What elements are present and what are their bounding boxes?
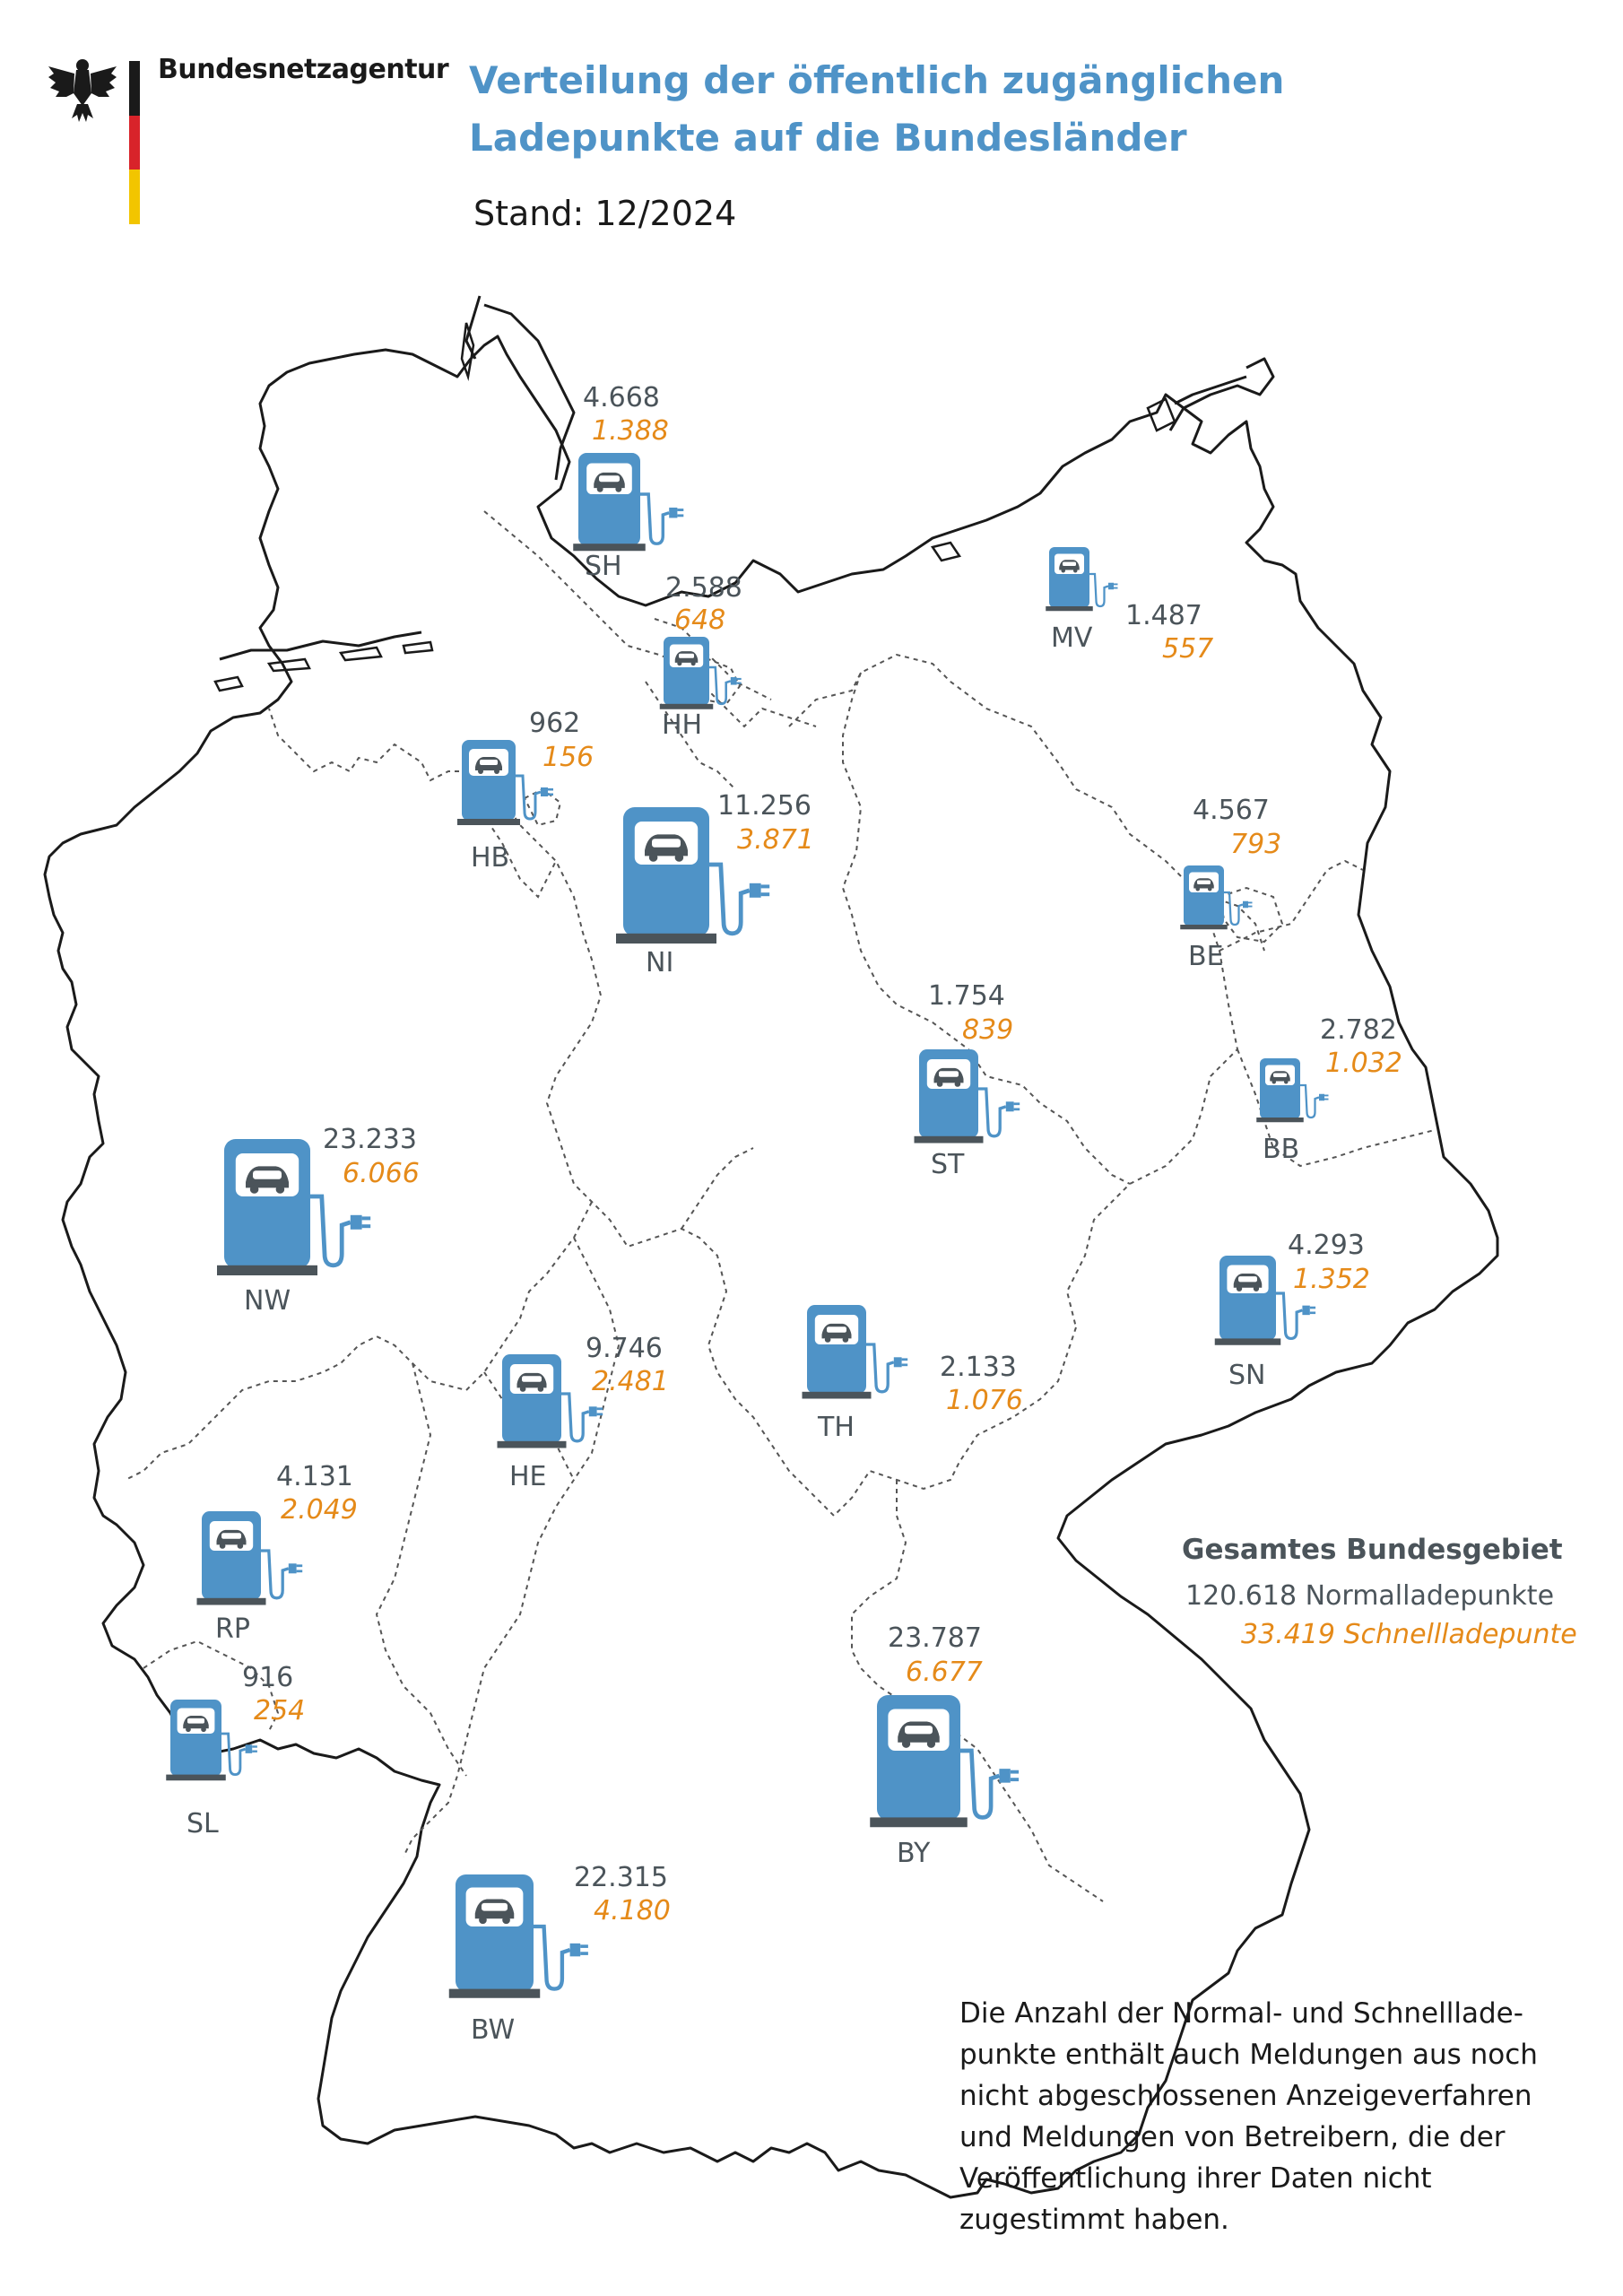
- state-borders: [125, 510, 1436, 1902]
- ev-charging-station-icon: [448, 1874, 588, 1998]
- ev-charging-station-icon: [457, 740, 553, 825]
- state-fast-count-sn: 1.352: [1293, 1264, 1370, 1295]
- german-flag-bar: [129, 61, 140, 225]
- state-fast-count-bw: 4.180: [594, 1895, 671, 1926]
- footnote-line: Veröffentlichung ihrer Daten nicht: [959, 2162, 1432, 2195]
- ev-charging-station-icon: [659, 637, 742, 709]
- state-abbr-nw: NW: [244, 1285, 291, 1317]
- total-normal: 120.618 Normalladepunkte: [1185, 1580, 1555, 1612]
- state-normal-count-sl: 916: [242, 1662, 294, 1693]
- state-normal-count-hh: 2.588: [665, 572, 742, 604]
- state-abbr-st: ST: [931, 1149, 965, 1180]
- state-fast-count-bb: 1.032: [1325, 1048, 1402, 1079]
- state-fast-count-sh: 1.388: [592, 415, 669, 447]
- state-normal-count-by: 23.787: [888, 1622, 982, 1654]
- state-normal-count-rp: 4.131: [276, 1461, 353, 1492]
- state-abbr-be: BE: [1188, 941, 1224, 972]
- state-abbr-sn: SN: [1228, 1360, 1266, 1391]
- state-fast-count-nw: 6.066: [343, 1158, 420, 1189]
- federal-eagle-icon: [48, 59, 117, 122]
- state-normal-count-sh: 4.668: [583, 382, 660, 413]
- state-abbr-mv: MV: [1051, 622, 1093, 654]
- state-fast-count-st: 839: [962, 1014, 1014, 1046]
- title-line-2: Ladepunkte auf die Bundesländer: [469, 116, 1187, 160]
- ev-charging-station-icon: [1214, 1256, 1316, 1345]
- ev-charging-station-icon: [616, 807, 770, 944]
- berlin-region: [1218, 886, 1284, 944]
- bremen-region: [523, 787, 562, 827]
- title-line-1: Verteilung der öffentlich zugänglichen: [469, 58, 1285, 102]
- eagle-logo: [47, 54, 118, 126]
- state-fast-count-th: 1.076: [946, 1385, 1023, 1416]
- state-fast-count-he: 2.481: [592, 1366, 669, 1397]
- ev-charging-station-icon: [802, 1305, 908, 1399]
- ev-charging-station-icon: [870, 1695, 1020, 1828]
- state-fast-count-mv: 557: [1162, 633, 1214, 665]
- state-fast-count-be: 793: [1230, 829, 1282, 860]
- state-normal-count-nw: 23.233: [323, 1124, 417, 1155]
- state-normal-count-bb: 2.782: [1320, 1014, 1397, 1046]
- ev-charging-station-icon: [166, 1700, 257, 1781]
- state-normal-count-sn: 4.293: [1288, 1230, 1365, 1261]
- footnote-line: und Meldungen von Betreibern, die der: [959, 2121, 1506, 2153]
- state-normal-count-st: 1.754: [928, 980, 1005, 1012]
- state-abbr-bw: BW: [471, 2014, 516, 2046]
- ev-charging-station-icon: [1180, 865, 1253, 930]
- state-normal-count-be: 4.567: [1193, 795, 1270, 826]
- ev-station-icons: [166, 453, 1329, 1998]
- footnote-line: Die Anzahl der Normal- und Schnelllade-: [959, 1997, 1523, 2030]
- state-normal-count-hb: 962: [529, 708, 581, 739]
- footnote-line: nicht abgeschlossenen Anzeigeverfahren: [959, 2080, 1532, 2112]
- ev-charging-station-icon: [497, 1354, 603, 1448]
- footnote-line: punkte enthält auch Meldungen aus noch: [959, 2039, 1538, 2071]
- ev-charging-station-icon: [196, 1511, 303, 1605]
- state-abbr-sl: SL: [187, 1808, 219, 1839]
- state-abbr-he: HE: [509, 1461, 547, 1492]
- state-abbr-hb: HB: [471, 842, 510, 874]
- state-fast-count-ni: 3.871: [737, 824, 814, 856]
- state-abbr-rp: RP: [215, 1613, 250, 1645]
- state-abbr-hh: HH: [662, 709, 703, 741]
- state-fast-count-sl: 254: [254, 1695, 306, 1726]
- footnote: Die Anzahl der Normal- und Schnelllade- …: [959, 1993, 1587, 2240]
- total-fast: 33.419 Schnellladepunte: [1241, 1619, 1577, 1650]
- state-normal-count-mv: 1.487: [1125, 600, 1202, 631]
- state-normal-count-th: 2.133: [940, 1352, 1017, 1383]
- state-abbr-th: TH: [818, 1412, 855, 1443]
- state-normal-count-ni: 11.256: [717, 790, 812, 822]
- page-title: Verteilung der öffentlich zugänglichen L…: [469, 52, 1455, 167]
- ev-charging-station-icon: [1256, 1058, 1329, 1123]
- state-normal-count-bw: 22.315: [574, 1862, 668, 1893]
- stand-date: Stand: 12/2024: [473, 194, 737, 233]
- state-fast-count-rp: 2.049: [281, 1494, 358, 1526]
- ev-charging-station-icon: [1046, 547, 1118, 612]
- state-normal-count-he: 9.746: [586, 1333, 663, 1364]
- state-abbr-bb: BB: [1263, 1134, 1300, 1165]
- state-abbr-sh: SH: [585, 551, 622, 582]
- country-outline: [43, 295, 1499, 2199]
- islands: [213, 322, 1176, 692]
- state-fast-count-hh: 648: [674, 604, 726, 636]
- total-heading: Gesamtes Bundesgebiet: [1182, 1534, 1563, 1566]
- ev-charging-station-icon: [217, 1139, 371, 1275]
- state-fast-count-by: 6.677: [906, 1657, 983, 1688]
- footnote-line: zugestimmt haben.: [959, 2204, 1229, 2236]
- organization-name: Bundesnetzagentur: [158, 54, 449, 85]
- state-abbr-ni: NI: [646, 947, 674, 978]
- ev-charging-station-icon: [573, 453, 684, 552]
- state-abbr-by: BY: [897, 1838, 931, 1869]
- state-fast-count-hb: 156: [542, 742, 595, 773]
- ev-charging-station-icon: [914, 1049, 1020, 1144]
